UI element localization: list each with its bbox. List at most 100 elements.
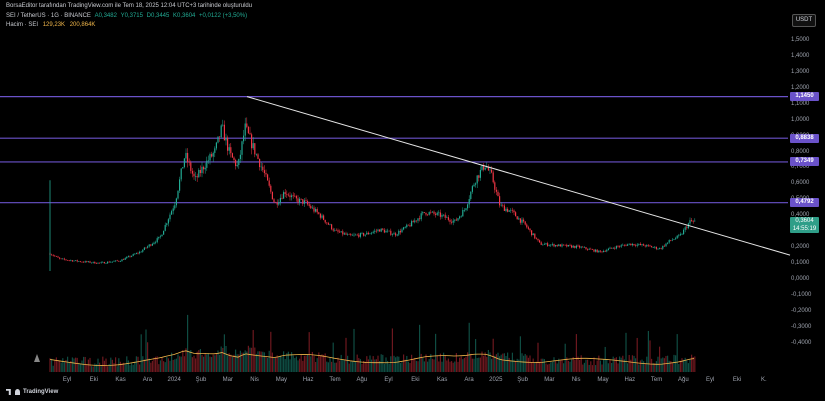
volume-bar-284 <box>503 353 505 372</box>
candle-body-160 <box>305 200 307 202</box>
candle-body-211 <box>387 230 389 232</box>
candle-body-241 <box>435 213 437 215</box>
symbol-ohlc-legend[interactable]: SEI / TetherUS · 1G · BINANCE A0,3482 Y0… <box>6 13 247 19</box>
candle-body-108 <box>222 124 224 126</box>
volume-bar-14 <box>71 357 73 372</box>
volume-bar-221 <box>403 354 405 372</box>
volume-value: 129,23K <box>42 22 66 28</box>
candle-body-249 <box>447 217 449 220</box>
volume-bar-207 <box>380 354 382 372</box>
candle-body-261 <box>467 204 469 209</box>
candle-body-76 <box>171 211 173 215</box>
candle-body-303 <box>534 233 536 239</box>
candle-body-366 <box>635 245 637 246</box>
volume-bar-361 <box>627 363 629 372</box>
candle-body-156 <box>299 198 301 203</box>
volume-bar-231 <box>419 324 421 372</box>
candle-body-133 <box>262 166 264 171</box>
volume-bar-367 <box>636 337 638 372</box>
candle-body-274 <box>487 167 489 171</box>
volume-bar-158 <box>302 360 304 372</box>
candle-body-356 <box>619 246 621 248</box>
symbol-name[interactable]: SEI / TetherUS · 1G · BINANCE <box>6 13 91 19</box>
volume-bar-31 <box>99 362 101 372</box>
currency-button[interactable]: USDT <box>792 14 816 27</box>
candle-body-85 <box>185 152 187 159</box>
volume-bar-178 <box>334 362 336 372</box>
candle-body-200 <box>369 233 371 235</box>
candle-body-326 <box>571 245 573 248</box>
volume-bar-64 <box>151 360 153 372</box>
volume-bar-228 <box>414 357 416 372</box>
candle-body-319 <box>559 244 561 247</box>
candle-body-149 <box>287 194 289 196</box>
volume-bar-279 <box>495 354 497 372</box>
candle-body-66 <box>155 242 157 243</box>
candle-body-1 <box>51 254 53 256</box>
candle-body-320 <box>561 244 563 247</box>
time-tick-label: Eyl <box>706 377 715 383</box>
volume-bar-388 <box>670 361 672 372</box>
candle-body-178 <box>334 229 336 231</box>
candle-body-189 <box>351 235 353 236</box>
volume-bar-193 <box>358 358 360 372</box>
candle-body-179 <box>335 229 337 231</box>
candle-body-196 <box>363 233 365 236</box>
candle-body-296 <box>523 219 525 222</box>
time-tick-label: Eki <box>89 377 98 383</box>
candle-body-373 <box>646 244 648 247</box>
volume-bar-333 <box>582 364 584 372</box>
volume-bar-91 <box>195 358 197 372</box>
volume-bar-378 <box>654 363 656 372</box>
candle-body-65 <box>153 242 155 244</box>
candle-body-367 <box>636 244 638 246</box>
volume-bar-264 <box>471 358 473 372</box>
candle-body-29 <box>95 263 97 265</box>
volume-bar-125 <box>249 347 251 372</box>
candle-body-301 <box>531 230 533 236</box>
candle-body-388 <box>670 240 672 241</box>
volume-bar-400 <box>689 359 691 372</box>
volume-bar-93 <box>198 350 200 372</box>
volume-bar-274 <box>487 349 489 372</box>
volume-bar-54 <box>135 356 137 372</box>
candle-body-50 <box>129 256 131 257</box>
candle-body-32 <box>100 262 102 263</box>
volume-bar-365 <box>633 355 635 372</box>
candle-body-37 <box>108 261 110 263</box>
candle-body-337 <box>588 248 590 250</box>
candle-body-256 <box>459 216 461 219</box>
candle-body-186 <box>347 234 349 235</box>
candle-body-120 <box>241 141 243 155</box>
volume-bar-348 <box>606 359 608 372</box>
candle-body-382 <box>660 248 662 249</box>
candle-body-83 <box>182 167 184 169</box>
volume-bar-157 <box>300 355 302 372</box>
volume-bar-164 <box>311 351 313 372</box>
volume-bar-89 <box>191 357 193 372</box>
volume-bar-374 <box>647 330 649 372</box>
volume-bar-169 <box>319 355 321 372</box>
candle-body-15 <box>73 260 75 262</box>
volume-bar-210 <box>385 357 387 372</box>
candle-body-49 <box>127 256 129 258</box>
candle-body-295 <box>521 219 523 223</box>
candle-body-294 <box>519 218 521 223</box>
candle-body-172 <box>324 219 326 223</box>
candle-body-198 <box>366 232 368 235</box>
volume-bar-114 <box>231 356 233 372</box>
volume-bar-315 <box>553 357 555 372</box>
candle-body-75 <box>169 214 171 220</box>
volume-bar-337 <box>588 364 590 372</box>
level-price-badge: 0,4792 <box>790 198 819 208</box>
time-tick-label: Eki <box>732 377 742 383</box>
volume-bar-357 <box>620 357 622 372</box>
volume-bar-359 <box>623 359 625 372</box>
volume-bar-11 <box>67 356 69 372</box>
volume-bar-38 <box>110 357 112 372</box>
volume-legend[interactable]: Hacim · SEI 129,23K 200,864K <box>6 22 95 28</box>
volume-bar-339 <box>591 365 593 372</box>
volume-bar-311 <box>547 364 549 372</box>
volume-bar-70 <box>161 357 163 372</box>
